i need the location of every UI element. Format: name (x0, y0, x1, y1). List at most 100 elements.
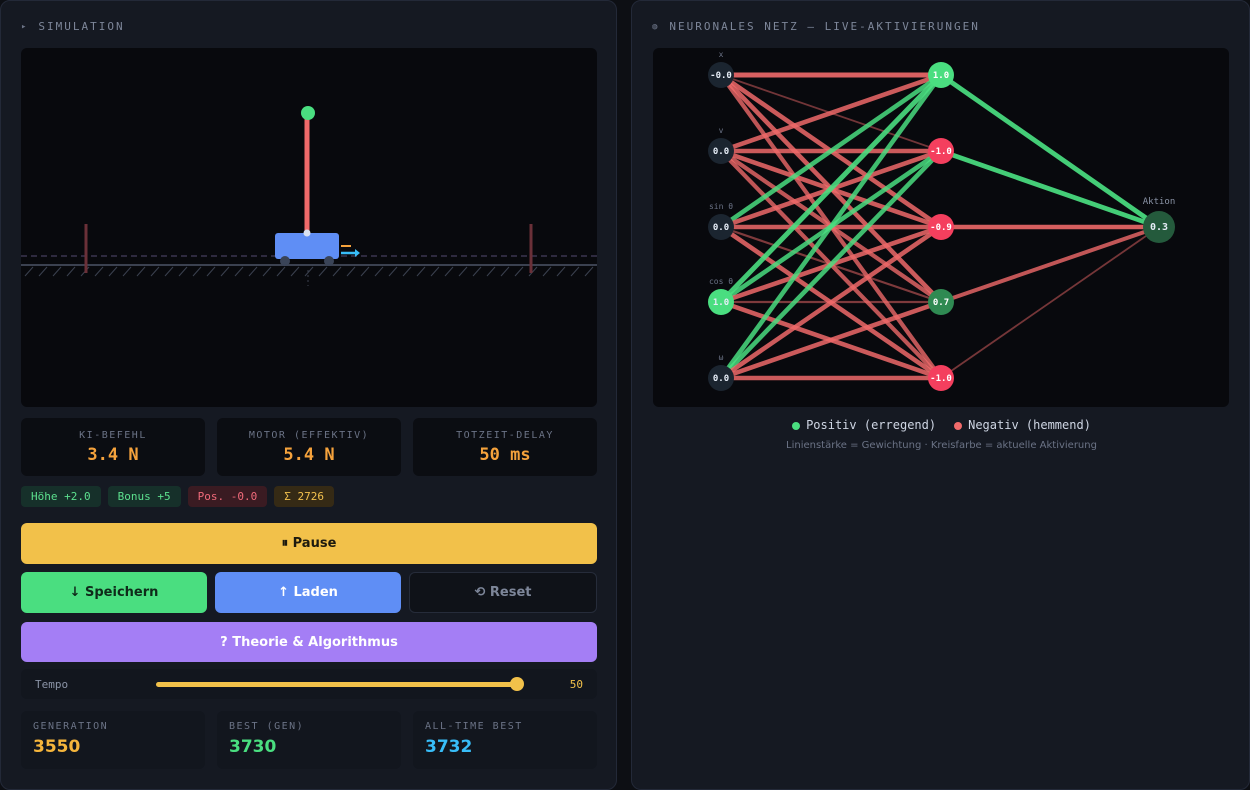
weight-edge (940, 226, 1160, 379)
hatch-mark (94, 266, 104, 277)
cart (275, 233, 339, 259)
hidden-node-value: -1.0 (930, 147, 952, 157)
network-nodes: x -0.0 v 0.0 sin θ 0.0 cos θ 1.0 ω 0.0 1.0 -1.0 -0.9… (708, 50, 1175, 391)
legend-negative-label: Negativ (hemmend) (968, 418, 1091, 432)
hatch-mark (500, 266, 510, 277)
tempo-value: 50 (569, 678, 583, 691)
stat-value: 3.4 N (87, 444, 139, 465)
best-gen-card: BEST (GEN) 3730 (217, 711, 401, 769)
hatch-mark (556, 266, 566, 277)
hidden-node (928, 62, 954, 88)
input-node (708, 365, 734, 391)
tempo-slider-track[interactable] (156, 682, 518, 687)
pole-tip (301, 106, 315, 120)
simulation-title: SIMULATION (38, 20, 125, 33)
cart-wheel-left (280, 256, 290, 266)
stat-ai-command: KI-BEFEHL 3.4 N (21, 418, 205, 476)
hatch-mark (486, 266, 496, 277)
all-time-best-label: ALL-TIME BEST (425, 721, 523, 732)
input-node-label: v (719, 126, 724, 135)
brain-icon: ◍ (652, 21, 660, 32)
input-node-value: -0.0 (710, 71, 732, 81)
output-node (1143, 211, 1175, 243)
input-node (708, 214, 734, 240)
ground-hatch (24, 266, 594, 277)
hatch-mark (542, 266, 552, 277)
hatch-mark (262, 266, 272, 277)
sum-badge: Σ 2726 (274, 486, 334, 507)
hidden-node-value: 1.0 (933, 71, 949, 81)
network-canvas: x -0.0 v 0.0 sin θ 0.0 cos θ 1.0 ω 0.0 1.0 -1.0 -0.9… (653, 48, 1229, 407)
hatch-mark (374, 266, 384, 277)
all-time-best-value: 3732 (425, 737, 473, 757)
generation-card: GENERATION 3550 (21, 711, 205, 769)
weight-edge (940, 225, 1160, 304)
hatch-mark (584, 266, 594, 277)
network-diagram: x -0.0 v 0.0 sin θ 0.0 cos θ 1.0 ω 0.0 1.0 -1.0 -0.9… (708, 50, 1175, 391)
stat-label: KI-BEFEHL (79, 429, 147, 441)
network-panel: ◍ NEURONALES NETZ – LIVE-AKTIVIERUNGEN x… (631, 0, 1250, 790)
hatch-mark (108, 266, 118, 277)
hidden-node (928, 138, 954, 164)
hatch-mark (416, 266, 426, 277)
weight-edge (720, 72, 942, 154)
motor-force-arrowhead (355, 249, 360, 257)
input-node-value: 0.0 (713, 223, 729, 233)
hatch-mark (150, 266, 160, 277)
simulation-scene (21, 106, 597, 286)
tempo-control: Tempo 50 (21, 669, 597, 699)
input-node-label: x (719, 50, 724, 59)
weight-edge (719, 73, 943, 229)
reset-button[interactable]: ⟲ Reset (409, 572, 597, 613)
legend-negative-dot (954, 421, 963, 430)
hatch-mark (458, 266, 468, 277)
input-node-label: ω (719, 353, 724, 362)
legend-positive-dot (792, 421, 801, 430)
hidden-node (928, 365, 954, 391)
legend-positive-label: Positiv (erregend) (806, 418, 937, 432)
load-button[interactable]: ↑ Laden (215, 572, 401, 613)
save-button[interactable]: ↓ Speichern (21, 572, 207, 613)
hatch-mark (444, 266, 454, 277)
hatch-mark (290, 266, 300, 277)
stats-row: KI-BEFEHL 3.4 N MOTOR (EFFEKTIV) 5.4 N T… (21, 418, 597, 476)
best-gen-label: BEST (GEN) (229, 721, 305, 732)
output-node-label: Aktion (1143, 197, 1176, 207)
hatch-mark (570, 266, 580, 277)
weight-edge (719, 149, 943, 380)
hidden-node-value: 0.7 (933, 298, 949, 308)
hatch-mark (402, 266, 412, 277)
tempo-label: Tempo (35, 678, 69, 691)
hatch-mark (514, 266, 524, 277)
stat-label: MOTOR (EFFEKTIV) (248, 429, 370, 441)
hatch-mark (528, 266, 538, 277)
hatch-mark (206, 266, 216, 277)
hatch-mark (164, 266, 174, 277)
hatch-mark (360, 266, 370, 277)
input-node-value: 0.0 (713, 374, 729, 384)
cart-wheel-right (324, 256, 334, 266)
theory-button[interactable]: ? Theorie & Algorithmus (21, 622, 597, 662)
generation-label: GENERATION (33, 721, 109, 732)
hatch-mark (220, 266, 230, 277)
tempo-slider-handle[interactable] (510, 677, 524, 691)
weight-edge (939, 73, 1161, 229)
pause-button[interactable]: ⏸ Pause (21, 523, 597, 564)
input-node (708, 289, 734, 315)
simulation-header: ▸ SIMULATION (21, 20, 125, 33)
hatch-mark (24, 266, 34, 277)
input-node-label: cos θ (709, 277, 733, 286)
output-node-value: 0.3 (1150, 222, 1168, 233)
hatch-mark (346, 266, 356, 277)
network-legend: Positiv (erregend) Negativ (hemmend) (632, 418, 1250, 432)
network-header: ◍ NEURONALES NETZ – LIVE-AKTIVIERUNGEN (652, 20, 980, 33)
play-small-icon: ▸ (21, 21, 29, 32)
network-title: NEURONALES NETZ – LIVE-AKTIVIERUNGEN (669, 20, 980, 33)
stat-delay: TOTZEIT-DELAY 50 ms (413, 418, 597, 476)
simulation-canvas[interactable] (21, 48, 597, 407)
generation-stats: GENERATION 3550 BEST (GEN) 3730 ALL-TIME… (21, 711, 597, 769)
stat-motor: MOTOR (EFFEKTIV) 5.4 N (217, 418, 401, 476)
hatch-mark (248, 266, 258, 277)
simulation-panel: ▸ SIMULATION K (0, 0, 617, 790)
legend-note: Linienstärke = Gewichtung · Kreisfarbe =… (786, 440, 1097, 451)
